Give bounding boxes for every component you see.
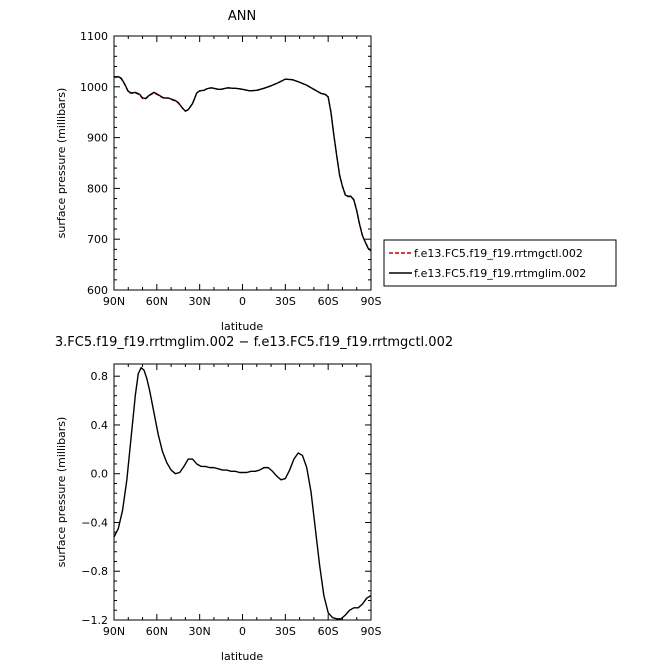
chart2-y-tick-label: −0.8 [81, 565, 108, 578]
chart1-y-tick-label: 900 [87, 132, 108, 145]
chart2-y-tick-label: 0.8 [91, 370, 109, 383]
chart2-x-tick-label: 90N [103, 625, 125, 638]
chart1-x-tick-label: 90N [103, 295, 125, 308]
legend-box [383, 239, 617, 287]
chart2-x-tick-label: 60N [146, 625, 168, 638]
chart1-x-tick-label: 90S [361, 295, 382, 308]
chart1-y-tick-label: 1000 [80, 81, 108, 94]
chart-bottom-y-axis-title: surface pressure (millibars) [55, 417, 68, 568]
chart2-y-tick-label: −1.2 [81, 614, 108, 627]
chart-top: ANN 90N 60N 30N 0 30S 60S 90S 600 700 800 900 1000 1… [55, 9, 617, 333]
chart2-x-tick-label: 60S [318, 625, 339, 638]
legend-label-ctl: f.e13.FC5.f19_f19.rrtmgctl.002 [414, 247, 583, 260]
chart1-series-0-line [114, 76, 372, 251]
chart-top-y-axis-title: surface pressure (millibars) [55, 88, 68, 239]
chart2-series-0-line [113, 366, 372, 620]
chart1-y-tick-label: 600 [87, 284, 108, 297]
chart1-x-tick-label: 30S [275, 295, 296, 308]
chart-top-legend: f.e13.FC5.f19_f19.rrtmgctl.002 f.e13.FC5… [383, 239, 617, 287]
chart2-x-tick-label: 90S [361, 625, 382, 638]
chart1-y-tick-label: 700 [87, 233, 108, 246]
chart-top-plot-frame [113, 35, 372, 291]
chart2-y-tick-label: 0.0 [91, 468, 109, 481]
legend-label-lim: f.e13.FC5.f19_f19.rrtmglim.002 [414, 267, 586, 280]
chart1-x-tick-label: 30N [189, 295, 211, 308]
chart1-x-tick-label: 0 [239, 295, 246, 308]
chart1-x-tick-label: 60S [318, 295, 339, 308]
chart2-y-tick-label: −0.4 [81, 516, 108, 529]
chart2-x-tick-label: 30N [189, 625, 211, 638]
chart2-x-tick-label: 30S [275, 625, 296, 638]
chart-bottom-x-axis-title: latitude [221, 650, 263, 663]
chart-top-title: ANN [228, 9, 256, 24]
chart-bottom: 3.FC5.f19_f19.rrtmglim.002 − f.e13.FC5.f… [55, 335, 453, 663]
chart1-y-tick-label: 800 [87, 182, 108, 195]
chart2-x-tick-label: 0 [239, 625, 246, 638]
chart1-y-tick-label: 1100 [80, 30, 108, 43]
chart1-series-1-line [113, 75, 372, 252]
chart2-y-tick-label: 0.4 [91, 419, 109, 432]
chart1-x-tick-label: 60N [146, 295, 168, 308]
chart-top-x-axis-title: latitude [221, 320, 263, 333]
chart-bottom-title: 3.FC5.f19_f19.rrtmglim.002 − f.e13.FC5.f… [55, 335, 453, 350]
